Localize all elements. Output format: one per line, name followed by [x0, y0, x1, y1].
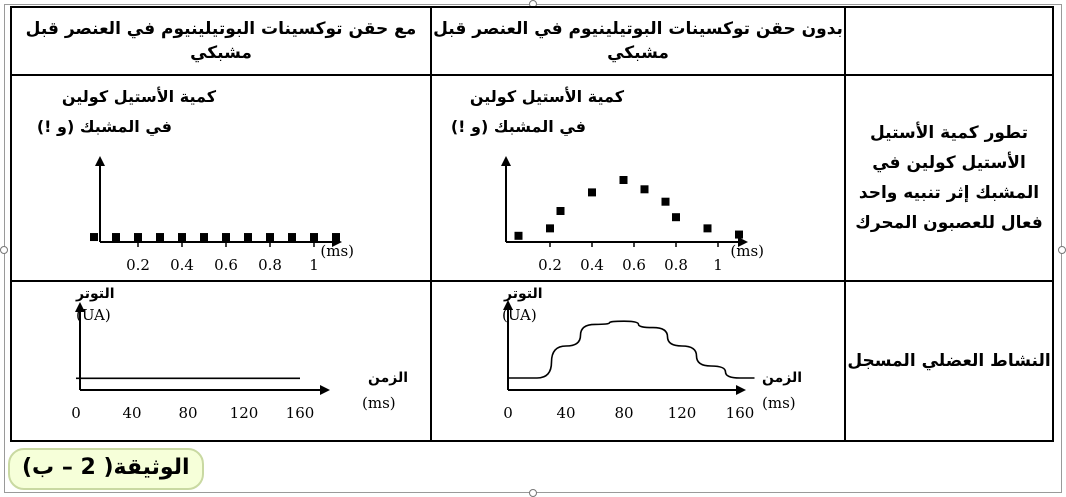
muscle-without-tick-label: 120: [668, 404, 697, 422]
ach-with-data-point: [310, 233, 318, 242]
cell-ach-without-toxin: كمية الأستيل كولين في المشبك (و !) 0.2 0.…: [430, 74, 846, 282]
ach-without-data-point: [588, 188, 596, 197]
resize-handle-left[interactable]: [0, 246, 8, 254]
time-label-without: الزمن: [762, 370, 803, 386]
ach-with-data-point: [112, 233, 120, 242]
muscle-with-x-arrow: [320, 385, 330, 395]
ach-with-data-point: [156, 233, 164, 242]
ach-without-data-point: [556, 207, 565, 215]
ach-without-y-arrow: [501, 156, 511, 166]
time-unit-without: (ms): [762, 394, 796, 412]
ach-ylabel-line2-without: في المشبك (و !): [450, 117, 586, 136]
ach-with-tick-label: 0.8: [258, 256, 282, 274]
muscle-without-series-line: [507, 320, 755, 379]
ach-with-x-unit: (ms): [320, 242, 354, 260]
ach-without-tick-label: 0.6: [622, 256, 646, 274]
row-label-muscle-activity: النشاط العضلي المسجل: [844, 280, 1054, 442]
ach-with-data-point: [288, 233, 296, 242]
tension-unit-without: (UA): [502, 306, 537, 324]
tension-label-with: التوتر: [76, 286, 115, 302]
muscle-without-tick-label: 0: [503, 404, 513, 422]
tension-unit-with: (UA): [76, 306, 111, 324]
document-table: بدون حقن توكسينات البوتيلينيوم في العنصر…: [10, 6, 1054, 442]
cell-muscle-with-toxin: التوتر (UA) الزمن (ms) 0 40 80 120 160: [10, 280, 432, 442]
tension-label-without: التوتر: [504, 286, 543, 302]
ach-without-tick-label: 0.2: [538, 256, 562, 274]
ach-with-data-point: [200, 233, 208, 242]
ach-chart-with-toxin: 0.2 0.4 0.6 0.8 1(ms): [90, 156, 354, 274]
muscle-without-tick-label: 160: [726, 404, 755, 422]
muscle-with-tick-label: 80: [178, 404, 197, 422]
time-unit-with: (ms): [362, 394, 396, 412]
ach-without-data-point: [546, 224, 554, 233]
resize-handle-bottom[interactable]: [529, 489, 537, 497]
ach-with-y-arrow: [95, 156, 105, 166]
document-label: الوثيقة( 2 – ب): [8, 448, 204, 490]
muscle-chart-without-toxin: 0 40 80 120 160: [503, 300, 755, 422]
header-with-toxin: مع حقن توكسينات البوتيلينيوم في العنصر ق…: [10, 6, 432, 76]
ach-with-data-point: [266, 233, 274, 242]
ach-with-tick-label: 0.6: [214, 256, 238, 274]
cell-muscle-without-toxin: التوتر (UA) الزمن (ms) 0 40 80 120 160: [430, 280, 846, 442]
ach-ylabel-line1-without: كمية الأستيل كولين: [469, 87, 624, 106]
header-without-toxin: بدون حقن توكسينات البوتيلينيوم في العنصر…: [430, 6, 846, 76]
ach-without-data-point: [661, 197, 670, 206]
muscle-with-tick-label: 40: [122, 404, 141, 422]
muscle-without-tick-label: 80: [614, 404, 633, 422]
ach-without-x-arrow: [738, 237, 748, 247]
row-label-ach-evolution: تطور كمية الأستيل الأستيل كولين في المشب…: [844, 74, 1054, 282]
ach-with-data-point: [134, 233, 142, 242]
ach-without-x-unit: (ms): [730, 242, 764, 260]
ach-ylabel-line2-with: في المشبك (و !): [36, 117, 172, 136]
muscle-chart-with-toxin: 0 40 80 120 160: [71, 302, 330, 422]
resize-handle-right[interactable]: [1058, 246, 1066, 254]
ach-with-data-point: [222, 233, 230, 242]
ach-chart-without-toxin: 0.2 0.4 0.6 0.8 1 (ms): [501, 156, 764, 274]
muscle-without-tick-label: 40: [556, 404, 575, 422]
cell-ach-with-toxin: كمية الأستيل كولين في المشبك (و !) 0.2 0.…: [10, 74, 432, 282]
ach-without-tick-label: 0.4: [580, 256, 604, 274]
ach-with-tick-label: 0.2: [126, 256, 150, 274]
ach-without-tick-label: 0.8: [664, 256, 688, 274]
muscle-with-y-arrow: [75, 302, 85, 312]
ach-with-data-point: [332, 233, 340, 242]
muscle-with-tick-label: 120: [230, 404, 259, 422]
ach-without-data-point: [640, 185, 649, 194]
ach-without-data-point: [514, 231, 523, 240]
time-label-with: الزمن: [368, 370, 409, 386]
ach-ylabel-line1-with: كمية الأستيل كولين: [61, 87, 216, 106]
muscle-with-tick-label: 0: [71, 404, 81, 422]
ach-without-data-point: [703, 224, 712, 233]
ach-without-tick-label: 1: [713, 256, 723, 274]
muscle-without-x-arrow: [736, 385, 746, 395]
muscle-without-y-arrow: [503, 300, 513, 310]
ach-with-data-point: [178, 233, 186, 242]
ach-with-data-point: [244, 233, 252, 242]
muscle-with-tick-label: 160: [286, 404, 315, 422]
ach-without-data-point: [735, 230, 743, 239]
header-corner-cell: [844, 6, 1054, 76]
ach-with-data-point: [90, 233, 98, 242]
ach-with-tick-label: 0.4: [170, 256, 194, 274]
ach-without-data-point: [672, 213, 680, 222]
ach-without-data-point: [619, 176, 628, 184]
ach-with-tick-label: 1: [309, 256, 319, 274]
